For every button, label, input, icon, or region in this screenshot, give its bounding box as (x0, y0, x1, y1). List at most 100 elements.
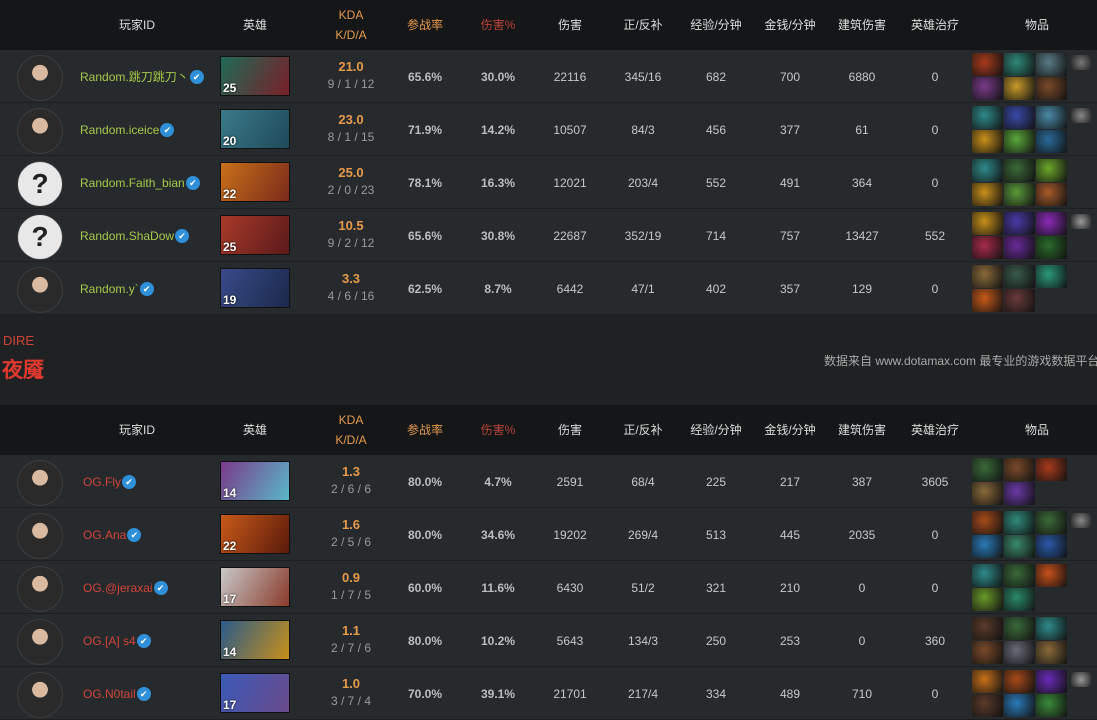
item-icon[interactable] (972, 694, 1003, 717)
item-icon[interactable] (972, 535, 1003, 558)
header-xpm[interactable]: 经验/分钟 (690, 18, 742, 32)
avatar[interactable] (17, 55, 63, 101)
item-icon[interactable] (1036, 458, 1067, 481)
header-participation[interactable]: 参战率 (406, 18, 444, 32)
header-dmg-pct[interactable]: 伤害% (480, 423, 516, 437)
hero-portrait[interactable]: 14 (220, 620, 290, 660)
item-icon[interactable] (1004, 289, 1035, 312)
item-icon[interactable] (1036, 53, 1067, 76)
item-icon[interactable] (1036, 159, 1067, 182)
backpack-item-icon[interactable] (1071, 108, 1091, 123)
avatar[interactable] (17, 108, 63, 154)
item-icon[interactable] (1004, 588, 1035, 611)
header-kda[interactable]: KDA K/D/A (335, 0, 366, 50)
hero-portrait[interactable]: 17 (220, 567, 290, 607)
item-icon[interactable] (1036, 77, 1067, 100)
header-gpm[interactable]: 金钱/分钟 (764, 18, 816, 32)
item-icon[interactable] (1004, 183, 1035, 206)
item-icon[interactable] (1004, 159, 1035, 182)
hero-portrait[interactable]: 25 (220, 215, 290, 255)
backpack-item-icon[interactable] (1071, 672, 1091, 687)
item-icon[interactable] (1004, 212, 1035, 235)
player-name-link[interactable]: OG.@jeraxai (83, 580, 153, 595)
item-icon[interactable] (1036, 265, 1067, 288)
avatar-placeholder-icon[interactable]: ? (17, 161, 63, 207)
item-icon[interactable] (1004, 511, 1035, 534)
item-icon[interactable] (1036, 694, 1067, 717)
item-icon[interactable] (972, 482, 1003, 505)
hero-portrait[interactable]: 17 (220, 673, 290, 713)
item-icon[interactable] (972, 617, 1003, 640)
item-icon[interactable] (1004, 694, 1035, 717)
avatar-placeholder-icon[interactable]: ? (17, 214, 63, 260)
item-icon[interactable] (1036, 670, 1067, 693)
hero-portrait[interactable]: 20 (220, 109, 290, 149)
item-icon[interactable] (1036, 212, 1067, 235)
item-icon[interactable] (972, 77, 1003, 100)
header-hero[interactable]: 英雄 (242, 423, 268, 437)
item-icon[interactable] (1036, 236, 1067, 259)
item-icon[interactable] (1036, 641, 1067, 664)
header-building[interactable]: 建筑伤害 (837, 18, 887, 32)
player-name-link[interactable]: OG.Ana (83, 527, 127, 542)
item-icon[interactable] (1004, 77, 1035, 100)
avatar[interactable] (17, 619, 63, 665)
item-icon[interactable] (972, 588, 1003, 611)
item-icon[interactable] (1036, 130, 1067, 153)
item-icon[interactable] (1004, 53, 1035, 76)
item-icon[interactable] (972, 641, 1003, 664)
item-icon[interactable] (972, 265, 1003, 288)
header-healing[interactable]: 英雄治疗 (910, 18, 960, 32)
item-icon[interactable] (972, 670, 1003, 693)
item-icon[interactable] (972, 106, 1003, 129)
item-icon[interactable] (972, 53, 1003, 76)
hero-portrait[interactable]: 25 (220, 56, 290, 96)
item-icon[interactable] (972, 212, 1003, 235)
item-icon[interactable] (1004, 130, 1035, 153)
backpack-item-icon[interactable] (1071, 214, 1091, 229)
header-building[interactable]: 建筑伤害 (837, 423, 887, 437)
header-participation[interactable]: 参战率 (406, 423, 444, 437)
item-icon[interactable] (1004, 458, 1035, 481)
item-icon[interactable] (1004, 265, 1035, 288)
item-icon[interactable] (1004, 236, 1035, 259)
item-icon[interactable] (1004, 106, 1035, 129)
backpack-item-icon[interactable] (1071, 513, 1091, 528)
header-lh-dn[interactable]: 正/反补 (623, 423, 663, 437)
item-icon[interactable] (1004, 564, 1035, 587)
item-icon[interactable] (1036, 183, 1067, 206)
header-xpm[interactable]: 经验/分钟 (690, 423, 742, 437)
header-hero[interactable]: 英雄 (242, 18, 268, 32)
header-kda[interactable]: KDA K/D/A (335, 405, 366, 455)
item-icon[interactable] (1036, 564, 1067, 587)
avatar[interactable] (17, 672, 63, 718)
avatar[interactable] (17, 566, 63, 612)
player-name-link[interactable]: Random.跳刀跳刀丶 (80, 69, 189, 84)
player-name-link[interactable]: Random.Faith_bian (80, 175, 185, 190)
hero-portrait[interactable]: 22 (220, 514, 290, 554)
item-icon[interactable] (972, 289, 1003, 312)
player-name-link[interactable]: Random.iceice (80, 122, 160, 137)
item-icon[interactable] (972, 458, 1003, 481)
backpack-item-icon[interactable] (1071, 55, 1091, 70)
item-icon[interactable] (1004, 641, 1035, 664)
avatar[interactable] (17, 513, 63, 559)
item-icon[interactable] (1036, 106, 1067, 129)
item-icon[interactable] (1004, 535, 1035, 558)
item-icon[interactable] (1004, 482, 1035, 505)
player-name-link[interactable]: OG.Fly (83, 474, 121, 489)
header-lh-dn[interactable]: 正/反补 (623, 18, 663, 32)
player-name-link[interactable]: OG.N0tail (83, 686, 136, 701)
item-icon[interactable] (972, 159, 1003, 182)
item-icon[interactable] (1036, 617, 1067, 640)
hero-portrait[interactable]: 22 (220, 162, 290, 202)
item-icon[interactable] (1004, 617, 1035, 640)
avatar[interactable] (17, 460, 63, 506)
player-name-link[interactable]: Random.y` (80, 281, 139, 296)
hero-portrait[interactable]: 14 (220, 461, 290, 501)
item-icon[interactable] (972, 564, 1003, 587)
header-damage[interactable]: 伤害 (557, 18, 583, 32)
player-name-link[interactable]: OG.[A] s4 (83, 633, 136, 648)
header-items[interactable]: 物品 (1024, 18, 1050, 32)
item-icon[interactable] (972, 236, 1003, 259)
